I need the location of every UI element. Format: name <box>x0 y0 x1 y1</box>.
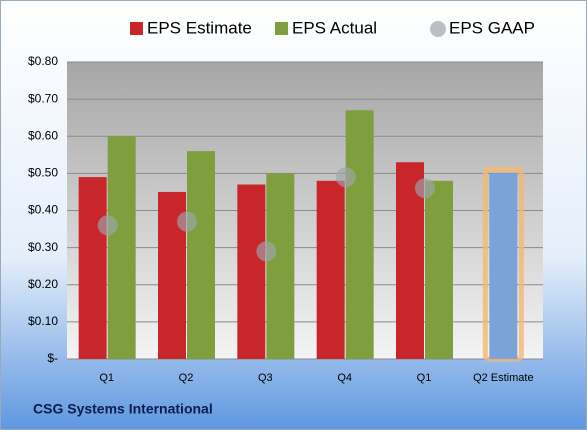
x-tick-label: Q2 Estimate <box>473 372 534 384</box>
gaap-point <box>415 178 435 199</box>
bar <box>266 173 295 359</box>
gaap-point <box>177 211 197 232</box>
y-tick-label: $0.50 <box>28 166 58 180</box>
y-tick-label: $- <box>47 351 58 365</box>
gaap-point <box>256 241 277 262</box>
bar <box>489 173 518 359</box>
legend-label: EPS GAAP <box>449 18 535 37</box>
y-tick-label: $0.30 <box>28 240 58 254</box>
x-tick-label: Q2 <box>179 372 194 384</box>
y-tick-label: $0.20 <box>28 277 58 291</box>
gaap-point <box>335 167 356 188</box>
x-tick-label: Q3 <box>258 372 273 384</box>
x-tick-label: Q1 <box>417 372 432 384</box>
bar <box>187 151 215 359</box>
bar <box>345 110 374 359</box>
y-tick-label: $0.70 <box>28 91 58 105</box>
legend-marker <box>130 22 143 35</box>
x-tick-label: Q1 <box>99 372 114 384</box>
y-tick-label: $0.40 <box>28 203 58 217</box>
bar <box>237 184 266 359</box>
bar <box>107 136 136 359</box>
legend-label: EPS Actual <box>292 18 377 37</box>
gaap-point <box>97 215 118 236</box>
bar <box>78 177 107 359</box>
legend-label: EPS Estimate <box>147 18 252 37</box>
y-tick-label: $0.80 <box>28 54 58 68</box>
y-tick-label: $0.10 <box>28 314 58 328</box>
bar <box>425 180 453 359</box>
chart-title: CSG Systems International <box>33 401 213 417</box>
y-tick-label: $0.60 <box>28 128 58 142</box>
x-tick-label: Q4 <box>337 372 352 384</box>
legend-marker <box>275 22 288 35</box>
bar <box>316 180 345 359</box>
legend-marker <box>430 21 446 37</box>
